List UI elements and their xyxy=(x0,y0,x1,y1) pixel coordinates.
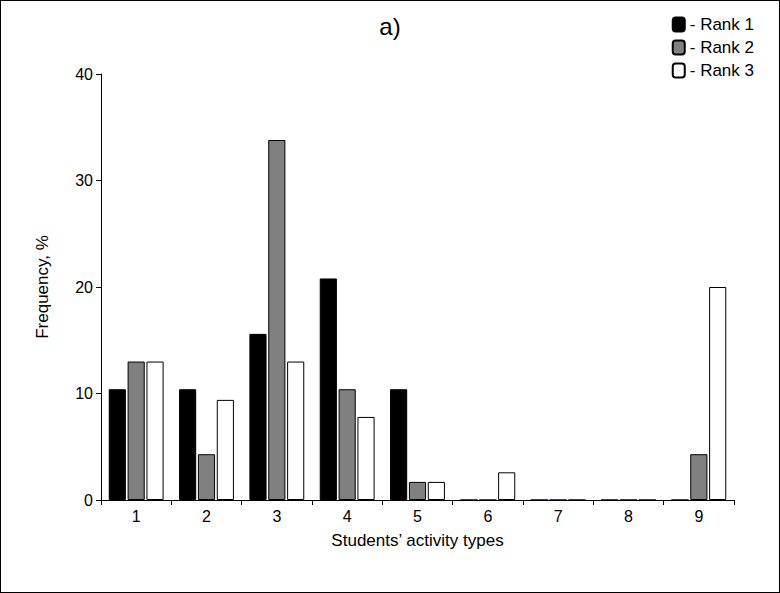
svg-text:1: 1 xyxy=(132,508,141,525)
svg-text:5: 5 xyxy=(413,508,422,525)
svg-text:- Rank 2: - Rank 2 xyxy=(690,38,754,57)
svg-text:8: 8 xyxy=(624,508,633,525)
svg-text:- Rank 1: - Rank 1 xyxy=(690,15,754,34)
svg-text:10: 10 xyxy=(75,385,93,402)
svg-text:4: 4 xyxy=(343,508,352,525)
svg-text:3: 3 xyxy=(272,508,281,525)
svg-text:7: 7 xyxy=(554,508,563,525)
svg-text:Students’ activity types: Students’ activity types xyxy=(331,531,503,550)
svg-text:40: 40 xyxy=(75,66,93,83)
svg-text:20: 20 xyxy=(75,279,93,296)
svg-text:30: 30 xyxy=(75,172,93,189)
svg-text:a): a) xyxy=(379,13,400,40)
svg-text:9: 9 xyxy=(694,508,703,525)
svg-text:- Rank 3: - Rank 3 xyxy=(690,61,754,80)
svg-text:2: 2 xyxy=(202,508,211,525)
svg-text:0: 0 xyxy=(84,492,93,509)
svg-text:Frequency, %: Frequency, % xyxy=(33,235,52,339)
svg-text:6: 6 xyxy=(483,508,492,525)
